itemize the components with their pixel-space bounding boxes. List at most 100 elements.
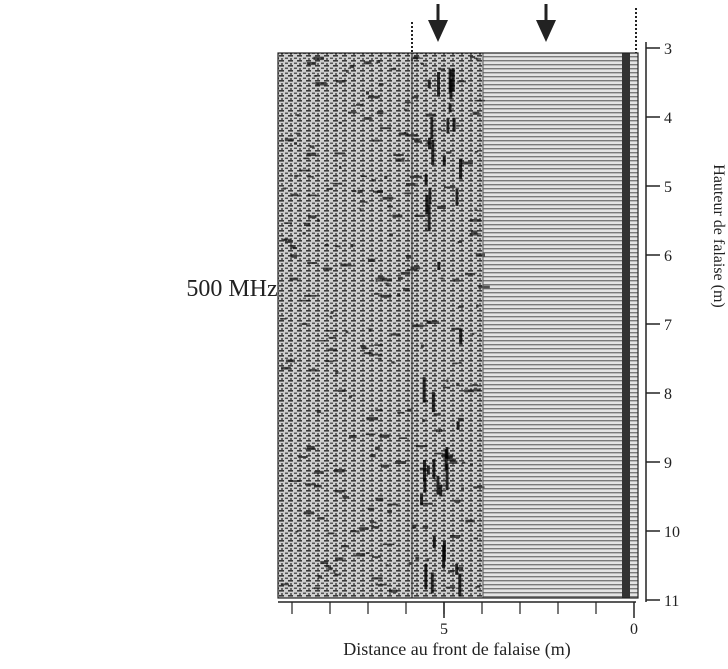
reflection (283, 222, 293, 224)
reflection (400, 271, 411, 275)
reflection (369, 521, 377, 524)
reflection (461, 461, 466, 464)
reflection (389, 589, 398, 593)
reflection (464, 272, 476, 276)
reflection (371, 526, 380, 529)
reflection (382, 543, 395, 546)
reflection (347, 111, 357, 114)
reflection (393, 153, 404, 156)
reflection (300, 299, 311, 302)
reflection (422, 377, 426, 403)
x-tick-label: 0 (630, 621, 638, 638)
reflection (402, 262, 405, 265)
reflection (471, 230, 478, 233)
reflection (350, 244, 354, 248)
reflection (432, 459, 436, 479)
reflection (339, 165, 342, 169)
reflection (372, 190, 383, 193)
reflection (306, 152, 317, 157)
reflection (378, 83, 384, 86)
reflection (457, 241, 463, 244)
y-tick-label: 6 (664, 248, 672, 265)
reflection (355, 553, 366, 557)
reflection (371, 353, 383, 356)
arrow (428, 4, 448, 42)
reflection (295, 530, 299, 533)
reflection (295, 114, 300, 116)
reflection (363, 352, 373, 355)
reflection (346, 69, 349, 73)
reflection (330, 311, 334, 314)
reflection (428, 137, 432, 150)
reflection (461, 161, 473, 165)
reflection (375, 278, 378, 282)
reflection (436, 475, 440, 495)
reflection (403, 131, 407, 134)
reflection (334, 152, 345, 155)
reflection (335, 371, 339, 375)
reflection (421, 502, 433, 505)
reflection (349, 395, 352, 398)
reflection (413, 56, 420, 59)
reflection (360, 175, 367, 178)
reflection (325, 565, 332, 568)
reflection (475, 57, 479, 61)
reflection (404, 192, 411, 195)
reflection (404, 101, 411, 104)
reflection (381, 278, 392, 282)
reflection (476, 304, 479, 308)
reflection (420, 493, 424, 506)
reflection (458, 573, 462, 597)
reflection (428, 187, 432, 205)
reflection (397, 276, 403, 280)
reflection (412, 524, 417, 528)
reflection (415, 556, 420, 560)
reflection (414, 214, 425, 217)
reflection (451, 327, 462, 331)
reflection (469, 232, 479, 236)
reflection (397, 293, 401, 297)
reflection (381, 464, 389, 468)
reflection (326, 188, 333, 191)
reflection (299, 169, 310, 172)
reflection (313, 75, 317, 77)
reflection (385, 282, 389, 286)
reflection (302, 232, 306, 235)
reflection (374, 344, 384, 346)
reflection (397, 411, 405, 414)
reflection (450, 535, 461, 539)
reflection (337, 389, 346, 392)
reflection (384, 175, 388, 179)
reflection (306, 445, 315, 450)
reflection (365, 552, 370, 555)
arrow (536, 4, 556, 42)
reflection (303, 511, 314, 515)
y-tick-label: 4 (664, 110, 672, 127)
direct-wave (622, 53, 630, 598)
reflection (375, 446, 380, 451)
reflection (303, 222, 311, 227)
reflection (298, 456, 308, 458)
reflection (327, 532, 335, 535)
reflection (320, 339, 326, 342)
reflection (307, 194, 317, 197)
reflection (457, 306, 464, 308)
reflection (323, 267, 332, 271)
reflection (317, 219, 320, 222)
reflection (399, 437, 407, 439)
reflection (307, 262, 318, 265)
y-tick-label: 11 (664, 593, 679, 610)
reflection (387, 503, 398, 506)
y-tick-label: 7 (664, 317, 672, 334)
reflection (284, 138, 294, 142)
reflection (376, 60, 381, 64)
reflection (445, 586, 456, 589)
radargram-noisy-zone (278, 53, 483, 598)
reflection (328, 348, 337, 352)
reflection (445, 463, 449, 491)
x-tick-label: 5 (440, 621, 448, 638)
reflection (475, 253, 486, 257)
reflection (403, 288, 410, 292)
reflection (423, 477, 427, 493)
y-tick-label: 3 (664, 41, 672, 58)
